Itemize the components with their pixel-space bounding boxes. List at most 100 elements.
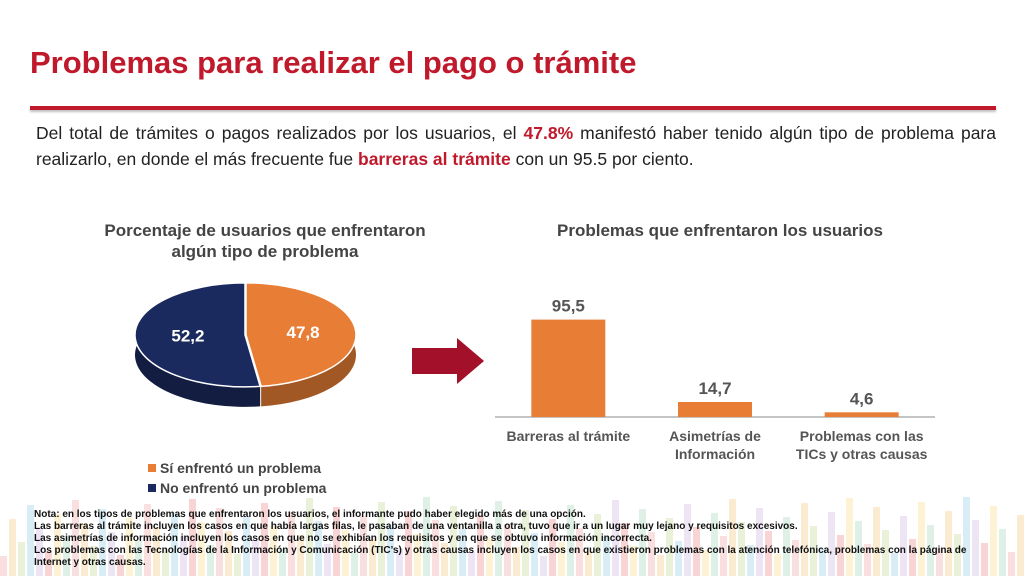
decor-stripe (693, 527, 700, 576)
decor-stripe (216, 508, 223, 576)
decor-stripe (864, 544, 871, 576)
legend-item-si: Sí enfrentó un problema (148, 458, 326, 478)
pie-legend: Sí enfrentó un problema No enfrentó un p… (148, 458, 326, 498)
bar-value-label: 4,6 (850, 389, 874, 408)
intro-text-3: con un (510, 149, 574, 169)
decor-stripe (441, 543, 448, 576)
decor-stripe (873, 507, 880, 576)
footnote-line: Los problemas con las Tecnologías de la … (34, 545, 967, 568)
decor-stripe (9, 519, 16, 576)
decor-stripe (495, 501, 502, 576)
decor-stripe (837, 535, 844, 576)
decor-stripe (549, 519, 556, 576)
page-title: Problemas para realizar el pago o trámit… (30, 45, 637, 80)
decor-stripe (981, 543, 988, 576)
bar-category-label: Problemas con las TICs y otras causas (795, 428, 928, 462)
pie-chart-title: Porcentaje de usuarios que enfrentaron a… (70, 220, 460, 262)
decor-stripe (1008, 552, 1015, 576)
decor-stripe (468, 552, 475, 576)
decor-stripe (54, 514, 61, 576)
decor-stripe (819, 549, 826, 576)
bar-category-label: Asimetrías de Información (669, 428, 761, 462)
decor-stripe (972, 520, 979, 576)
pie-title-line-2: algún tipo de problema (171, 242, 359, 261)
decor-stripe (711, 513, 718, 576)
decor-stripe (513, 547, 520, 576)
decor-stripe (477, 515, 484, 576)
decor-stripe (99, 509, 106, 576)
decor-stripe (189, 499, 196, 576)
legend-item-no: No enfrentó un problema (148, 478, 326, 498)
decor-stripe (198, 522, 205, 576)
intro-highlight-value: 95.5 por ciento (573, 149, 689, 169)
legend-swatch-navy (148, 484, 156, 492)
decor-stripe (558, 542, 565, 576)
decor-stripe (1017, 515, 1024, 576)
decor-stripe (540, 556, 547, 576)
decor-stripe (603, 537, 610, 576)
decor-stripe (846, 498, 853, 576)
decor-stripe (180, 536, 187, 576)
decor-stripe (387, 525, 394, 576)
decor-stripe (144, 504, 151, 576)
decor-stripe (891, 553, 898, 576)
decor-stripe (504, 524, 511, 576)
decor-stripe (666, 518, 673, 576)
footnote: Nota: en los tipos de problemas que enfr… (34, 509, 994, 569)
decor-stripe (747, 545, 754, 576)
bar-value-label: 14,7 (698, 379, 731, 398)
legend-label-si: Sí enfrentó un problema (160, 460, 322, 476)
decor-stripe (153, 527, 160, 576)
bar-1 (678, 402, 752, 417)
pie-chart: 47,8 52,2 (134, 282, 357, 407)
intro-text-2: manifestó haber tenido algún tipo de pro… (36, 123, 996, 169)
decor-stripe (126, 518, 133, 576)
decor-stripe (828, 512, 835, 576)
decor-stripe (36, 528, 43, 576)
decor-stripe (63, 537, 70, 576)
decor-stripe (450, 506, 457, 576)
decor-stripe (918, 502, 925, 576)
footnote-line: Las asimetrías de información incluyen l… (34, 533, 652, 544)
title-divider (30, 106, 996, 110)
decor-stripe (432, 520, 439, 576)
decor-stripe (792, 540, 799, 576)
decor-stripe (738, 522, 745, 576)
decor-stripe (288, 512, 295, 576)
decor-stripe (936, 548, 943, 576)
decorative-stripes (0, 497, 1024, 576)
bar-value-label: 95,5 (552, 297, 585, 316)
intro-highlight-percent: 47.8% (523, 123, 574, 143)
decor-stripe (945, 511, 952, 576)
decor-stripe (720, 536, 727, 576)
decor-stripe (108, 532, 115, 576)
decor-stripe (81, 523, 88, 576)
decor-stripe (612, 500, 619, 576)
decor-stripe (954, 534, 961, 576)
decor-stripe (225, 531, 232, 576)
decor-stripe (765, 531, 772, 576)
decor-stripe (594, 514, 601, 576)
decor-stripe (567, 505, 574, 576)
decor-stripe (279, 549, 286, 576)
decor-stripe (360, 516, 367, 576)
decor-stripe (333, 507, 340, 576)
decor-stripe (783, 517, 790, 576)
decor-stripe (774, 554, 781, 576)
decor-stripe (0, 556, 7, 576)
decor-stripe (801, 503, 808, 576)
decor-stripe (306, 498, 313, 576)
decor-stripe (522, 510, 529, 576)
decor-stripe (990, 506, 997, 576)
decor-stripe (72, 500, 79, 576)
decor-stripe (45, 551, 52, 576)
decor-stripe (207, 545, 214, 576)
intro-text-4: . (688, 149, 694, 169)
decor-stripe (423, 497, 430, 576)
decor-stripe (270, 526, 277, 576)
legend-label-no: No enfrentó un problema (160, 480, 327, 496)
decor-stripe (234, 554, 241, 576)
decor-stripe (756, 508, 763, 576)
decor-stripe (378, 502, 385, 576)
decor-stripe (243, 517, 250, 576)
